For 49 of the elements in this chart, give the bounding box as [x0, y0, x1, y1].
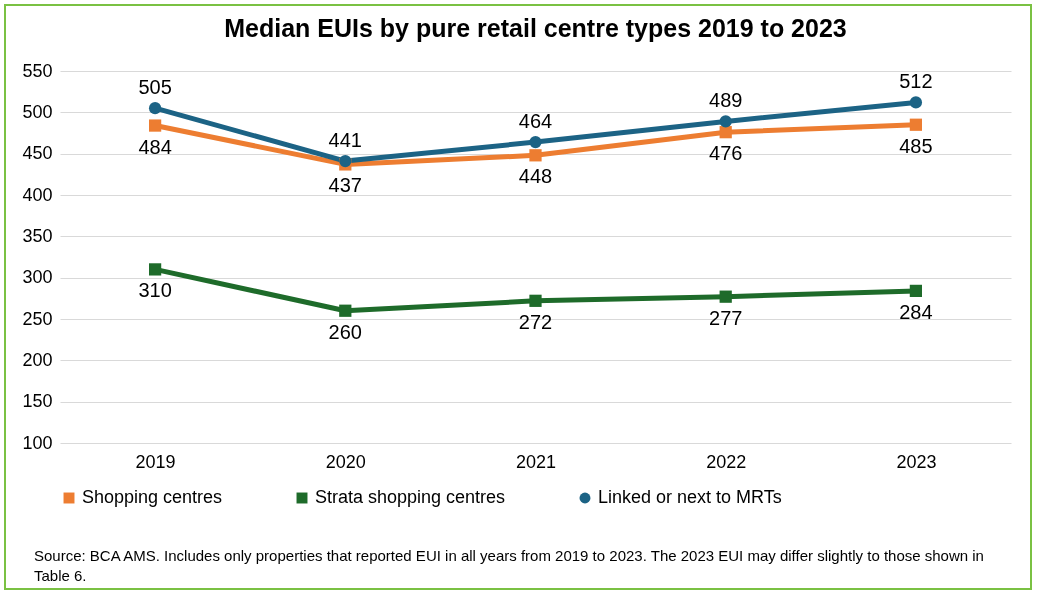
data-label: 441: [328, 129, 362, 152]
data-label: 272: [518, 310, 553, 333]
data-label: 489: [709, 89, 743, 112]
data-label: 464: [518, 110, 553, 133]
data-label: 476: [709, 142, 743, 165]
y-tick-label: 350: [22, 225, 53, 246]
point: [719, 115, 732, 128]
chart-title: Median EUIs by pure retail centre types 2019 to 2023: [224, 14, 847, 42]
point: [529, 294, 542, 307]
point: [719, 290, 732, 303]
data-label: 277: [709, 306, 743, 329]
data-label: 505: [138, 76, 172, 99]
data-label: 512: [899, 70, 933, 93]
point: [339, 154, 352, 168]
y-tick-label: 450: [22, 143, 53, 164]
y-tick-label: 400: [22, 184, 53, 205]
x-tick-label: 2021: [515, 451, 557, 472]
data-label: 260: [328, 320, 362, 343]
y-tick-label: 200: [22, 349, 53, 370]
point: [339, 304, 352, 317]
y-tick-label: 100: [22, 432, 53, 453]
data-label: 310: [138, 279, 172, 302]
legend-label: Strata shopping centres: [315, 487, 506, 507]
data-label: 484: [138, 135, 172, 158]
point: [909, 284, 923, 298]
x-tick-label: 2020: [325, 451, 366, 472]
y-tick-label: 550: [22, 60, 53, 81]
y-tick-label: 250: [22, 308, 53, 329]
point: [719, 126, 732, 139]
data-label: 437: [328, 174, 362, 197]
legend-label: Shopping centres: [82, 487, 223, 507]
legend-label: Linked or next to MRTs: [598, 487, 782, 507]
point: [909, 118, 923, 131]
point: [148, 263, 162, 276]
y-tick-label: 300: [22, 267, 53, 288]
x-tick-label: 2022: [706, 451, 747, 472]
point: [148, 102, 162, 115]
point: [148, 119, 162, 132]
data-label: 448: [518, 165, 553, 188]
y-tick-label: 500: [22, 101, 53, 122]
data-label: 284: [899, 300, 933, 323]
x-tick-label: 2023: [896, 451, 937, 472]
source-note: Source: BCA AMS. Includes only properties that reported EUI in all years from 2019 to 2023. The 2023 EUI may differ slightly to those shown in Table 6.: [34, 546, 985, 586]
x-tick-label: 2019: [135, 451, 176, 472]
y-tick-label: 150: [22, 391, 53, 412]
point: [529, 149, 542, 162]
point: [529, 135, 542, 149]
data-label: 485: [899, 134, 933, 157]
point: [909, 96, 923, 109]
